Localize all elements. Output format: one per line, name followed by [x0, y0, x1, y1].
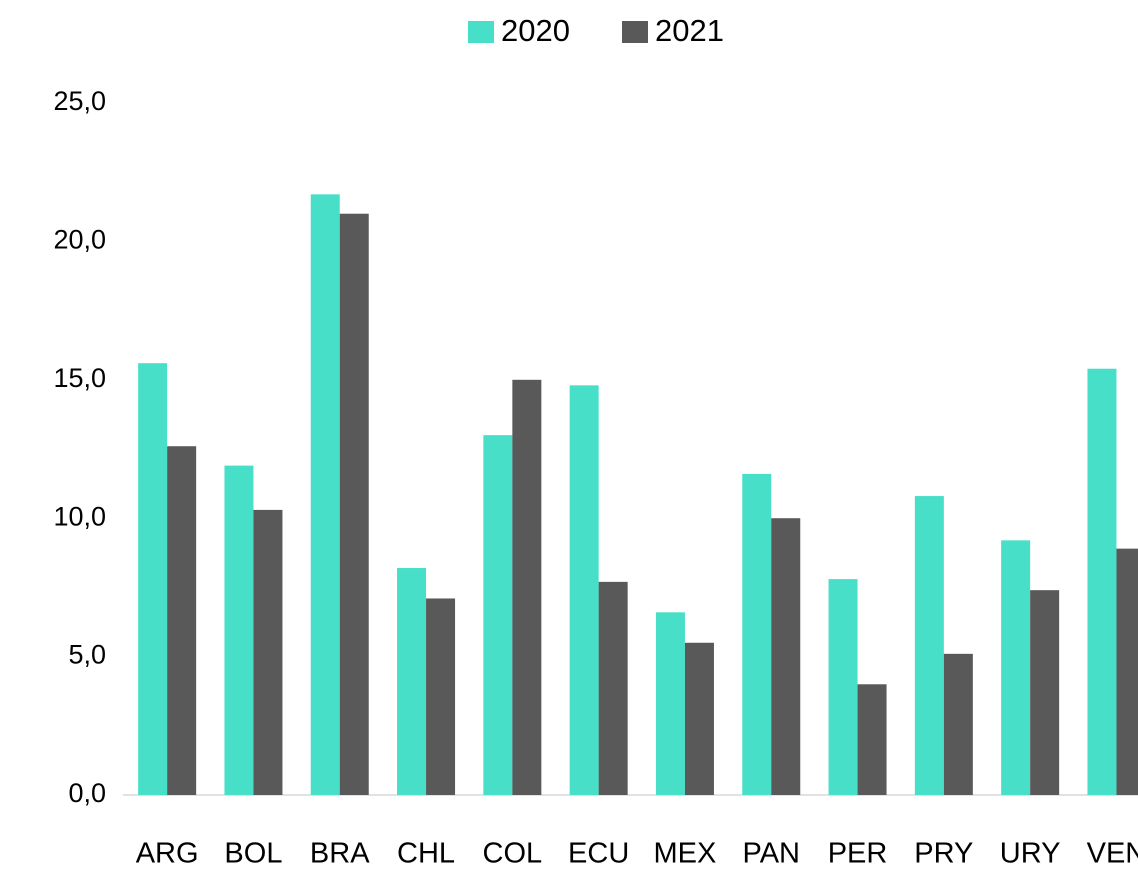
bar: [426, 598, 456, 795]
y-tick-label: 0,0: [68, 778, 106, 808]
bar: [1087, 368, 1117, 795]
x-tick-label: BRA: [310, 838, 370, 870]
y-tick-label: 5,0: [68, 640, 106, 670]
bar: [684, 642, 714, 795]
bar: [224, 465, 254, 795]
legend-swatch: [622, 21, 648, 43]
bar: [483, 435, 513, 795]
bar: [138, 363, 168, 795]
bar: [1030, 590, 1060, 795]
bar: [253, 509, 283, 795]
x-tick-label: PRY: [914, 838, 973, 870]
bar: [397, 568, 427, 795]
legend-label: 2020: [501, 13, 570, 48]
x-tick-label: CHL: [397, 838, 455, 870]
bar: [1001, 540, 1031, 795]
x-tick-label: COL: [483, 838, 543, 870]
bar: [655, 612, 685, 795]
y-tick-label: 10,0: [53, 501, 106, 531]
x-tick-label: MEX: [654, 838, 717, 870]
bar: [569, 385, 599, 795]
bar: [914, 496, 944, 795]
x-tick-label: VEN: [1087, 838, 1138, 870]
bar: [1116, 548, 1138, 795]
x-tick-label: PER: [828, 838, 888, 870]
bar: [310, 194, 340, 795]
y-tick-label: 25,0: [53, 86, 106, 116]
y-tick-label: 15,0: [53, 363, 106, 393]
x-tick-label: ECU: [568, 838, 629, 870]
bar: [771, 518, 801, 795]
legend-label: 2021: [655, 13, 724, 48]
bar: [339, 213, 369, 796]
bar: [598, 581, 628, 795]
bar: [857, 684, 887, 795]
y-tick-label: 20,0: [53, 225, 106, 255]
legend-swatch: [468, 21, 494, 43]
x-tick-label: ARG: [136, 838, 199, 870]
bar: [512, 379, 542, 795]
x-tick-label: BOL: [224, 838, 282, 870]
x-tick-label: PAN: [743, 838, 800, 870]
bar: [943, 653, 973, 795]
bar: [828, 579, 858, 795]
bar: [742, 473, 772, 795]
bar: [167, 446, 197, 795]
x-tick-label: URY: [1000, 838, 1061, 870]
